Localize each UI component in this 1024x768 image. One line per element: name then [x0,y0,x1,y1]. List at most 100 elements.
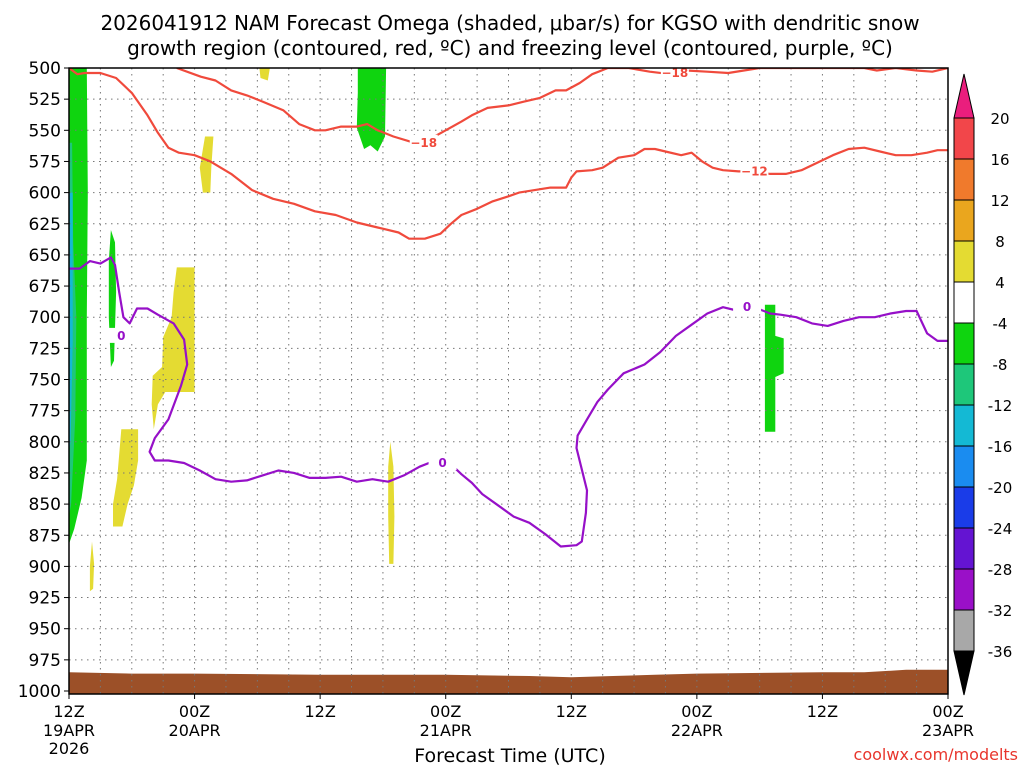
omega-region-4 [89,541,95,592]
colorbar-bin [953,199,975,242]
contour-label-bg [409,134,438,150]
colorbar-bin [953,158,975,201]
y-tick-label: 725 [29,339,61,359]
terrain-ground [69,669,948,694]
colorbar-bottom-arrow [953,650,975,696]
y-tick-label: 925 [29,589,61,609]
terrain-fill [69,669,948,694]
colorbar-bin [953,568,975,611]
y-tick-label: 650 [29,246,61,266]
y-tick-label: 900 [29,557,61,577]
colorbar-bin [953,609,975,652]
colorbar-label: 12 [990,192,1009,210]
omega-region-2 [69,192,73,448]
y-tick-label: 575 [29,152,61,172]
omega-region-7 [199,136,214,193]
y-tick-label: 700 [29,308,61,328]
y-tick-label: 750 [29,371,61,391]
colorbar-label: -16 [988,438,1013,456]
contour--12 [69,68,948,240]
colorbar: 20 16 12 8 4 -4 -8 -12 -16 -20 -24 -28 -32 -36 [953,73,1013,696]
contour-label--18: −18 [410,136,437,150]
colorbar-top-arrow [953,73,975,119]
chart-title-line1: 2026041912 NAM Forecast Omega (shaded, μ… [100,11,919,35]
colorbar-label: -28 [988,561,1013,579]
contour-label-bg [428,454,457,470]
omega-region-6 [151,267,195,430]
omega-region-9 [356,68,387,152]
y-tick-label: 800 [29,433,61,453]
omega-region-10 [388,441,395,564]
x-tick-label: 12Z [304,702,335,721]
contour-label--12: −12 [741,164,768,178]
colorbar-label: -32 [988,602,1013,620]
colorbar-label: 8 [995,233,1005,251]
y-tick-label: 625 [29,215,61,235]
gridlines [69,68,948,694]
y-tick-label: 775 [29,402,61,422]
colorbar-label: -24 [988,520,1013,538]
colorbar-bin [953,281,975,324]
y-tick-label: 825 [29,464,61,484]
colorbar-label: 4 [995,274,1005,292]
y-axis: 500 525 550 575 600 625 650 675 700 725 750 775 800 8… [18,59,69,702]
y-tick-label: 1000 [18,682,61,702]
contour-label-bg [733,299,762,315]
x-tick-date: 23APR [922,721,974,740]
colorbar-bin [953,322,975,365]
x-tick-year: 2026 [49,739,90,758]
x-tick-date: 21APR [420,721,472,740]
y-tick-label: 600 [29,184,61,204]
x-tick-label: 00Z [681,702,712,721]
colorbar-bin [953,445,975,488]
colorbar-label: -36 [988,643,1013,661]
contour-label-bg [740,163,769,179]
y-tick-label: 850 [29,495,61,515]
colorbar-bin [953,117,975,160]
contour-label-0: 0 [743,300,751,314]
credit-text: coolwx.com/modelts [854,745,1018,764]
x-tick-label: 00Z [932,702,963,721]
y-tick-label: 875 [29,526,61,546]
colorbar-label: -20 [988,479,1013,497]
colorbar-bin [953,527,975,570]
x-tick-label: 00Z [179,702,210,721]
contour--18 [176,68,948,144]
chart-title-line2: growth region (contoured, red, ºC) and f… [127,36,893,60]
y-tick-label: 950 [29,620,61,640]
colorbar-label: -8 [993,356,1008,374]
omega-region-5 [113,429,139,527]
x-tick-label: 12Z [53,702,84,721]
y-tick-label: 675 [29,277,61,297]
contour-label-0: 0 [438,456,446,470]
y-tick-label: 500 [29,59,61,79]
colorbar-bin [953,486,975,529]
x-axis-title: Forecast Time (UTC) [414,745,605,767]
x-tick-date: 20APR [169,721,221,740]
contour-lines [69,68,948,548]
x-tick-date: 19APR [43,721,95,740]
plot-frame [68,67,949,695]
x-tick-date: 22APR [671,721,723,740]
colorbar-bin [953,404,975,447]
colorbar-bin [953,240,975,283]
colorbar-bin [953,363,975,406]
y-tick-label: 975 [29,651,61,671]
y-tick-label: 550 [29,121,61,141]
contour-label--18: −18 [661,66,688,80]
colorbar-label: -4 [993,315,1008,333]
x-tick-label: 12Z [807,702,838,721]
x-tick-label: 00Z [430,702,461,721]
contour-label-bg [107,327,136,343]
colorbar-label: 16 [990,151,1009,169]
colorbar-label: -12 [988,397,1013,415]
contour-label-0: 0 [117,329,125,343]
y-tick-label: 525 [29,90,61,110]
x-tick-label: 12Z [556,702,587,721]
omega-region-8 [259,68,270,81]
colorbar-label: 20 [990,110,1009,128]
contour-0 [69,256,948,548]
omega-region-11 [764,304,784,432]
